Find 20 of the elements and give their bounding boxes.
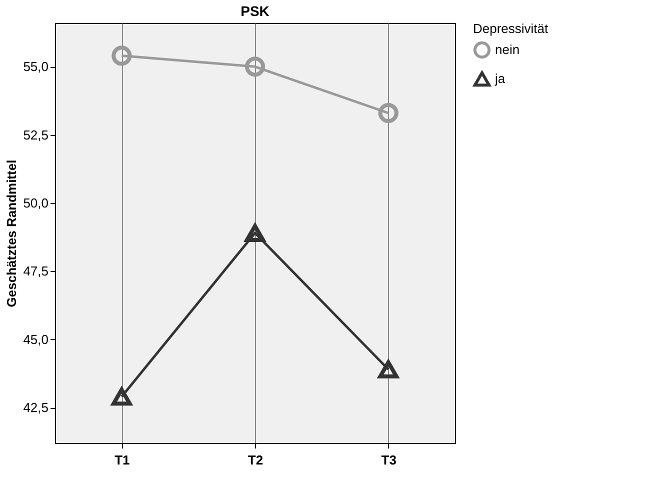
y-axis-title: Geschätztes Randmittel: [4, 160, 20, 308]
y-tick-label: 55,0: [23, 59, 48, 74]
point: [244, 224, 266, 242]
point: [244, 56, 266, 77]
legend-title: Depressivität: [473, 21, 549, 36]
point: [378, 102, 398, 124]
y-tick-label: 50,0: [23, 196, 48, 210]
legend-label: nein: [495, 42, 520, 57]
legend-label: ja: [494, 71, 506, 86]
x-tick-label: T2: [248, 452, 264, 468]
chart-title: PSK: [240, 3, 270, 19]
point: [378, 360, 398, 378]
y-tick-label: 52,5: [23, 127, 48, 142]
x-tick-label: T3: [381, 452, 396, 468]
y-tick-label: 45,0: [23, 332, 48, 347]
x-tick-label: T1: [114, 452, 130, 468]
y-tick-label: 47,5: [23, 264, 48, 279]
point: [112, 46, 132, 66]
y-tick-label: 42,5: [23, 400, 48, 416]
point: [112, 388, 132, 406]
